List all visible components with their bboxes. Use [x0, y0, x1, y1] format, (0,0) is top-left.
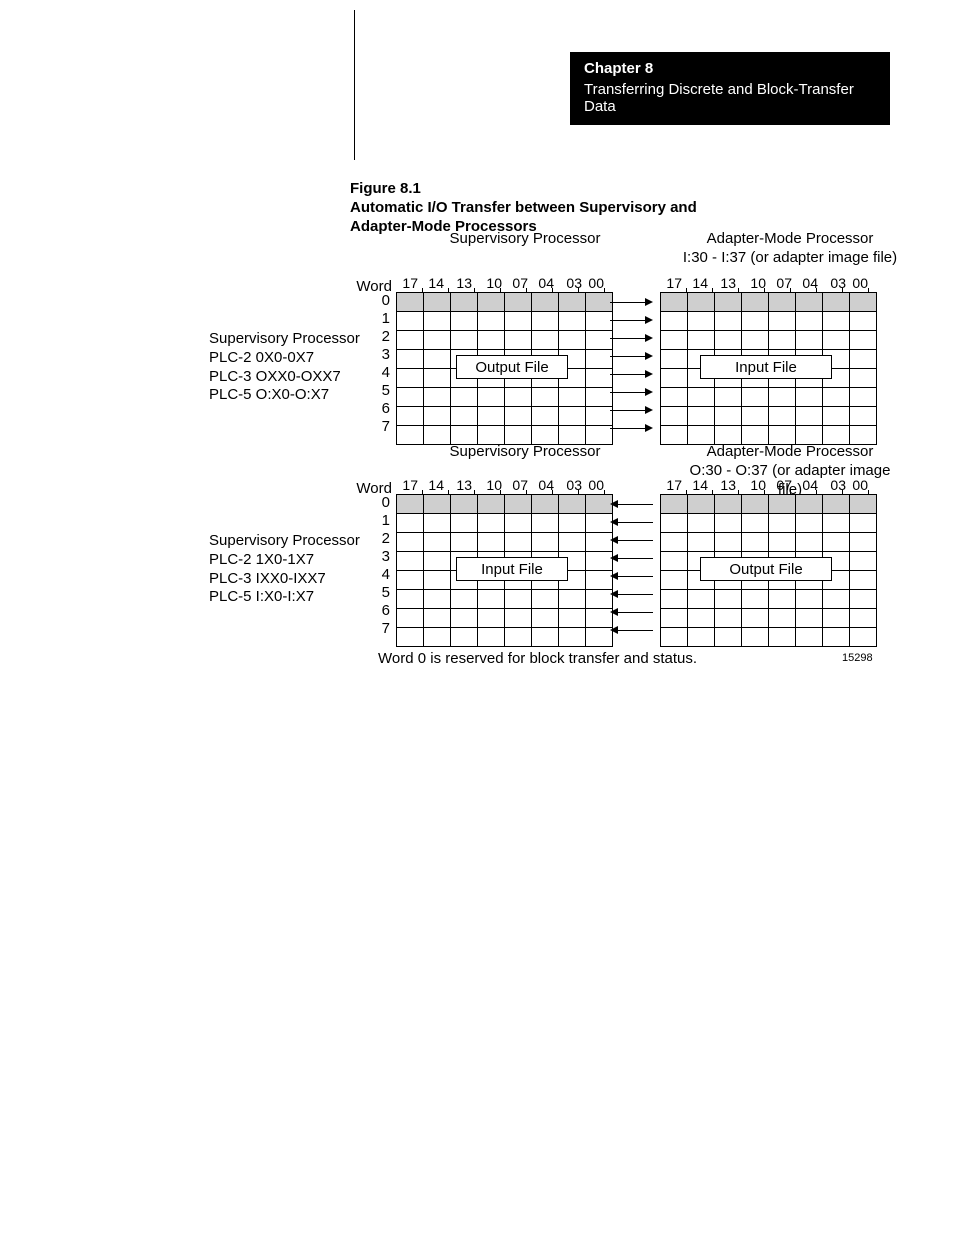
tick-label: 17: [396, 477, 418, 493]
tick-label: 00: [582, 275, 604, 291]
overlay-right: Output File: [700, 557, 832, 581]
adapter-title: Adapter-Mode ProcessorI:30 - I:37 (or ad…: [680, 230, 900, 268]
tick-label: 07: [770, 477, 792, 493]
left-config-line: PLC-3 IXX0-IXX7: [209, 570, 379, 589]
arrow-line-left: [618, 522, 653, 523]
arrow-line-left: [618, 612, 653, 613]
left-config-line: PLC-5 I:X0-I:X7: [209, 588, 379, 607]
overlay-left: Input File: [456, 557, 568, 581]
arrow-line-right: [610, 392, 645, 393]
tick-label: 10: [744, 275, 766, 291]
tick-label: 07: [506, 275, 528, 291]
arrow-head-right: [645, 316, 653, 324]
adapter-title-l2: I:30 - I:37 (or adapter image file): [680, 249, 900, 268]
adapter-title-l1: Adapter-Mode Processor: [680, 443, 900, 462]
left-config-line: PLC-5 O:X0-O:X7: [209, 386, 379, 405]
tick-label: 04: [796, 477, 818, 493]
left-config-block: Supervisory ProcessorPLC-2 0X0-0X7PLC-3 …: [209, 330, 379, 405]
arrow-line-right: [610, 356, 645, 357]
figure-title-block: Figure 8.1Automatic I/O Transfer between…: [350, 180, 770, 236]
ticks-left: 1714131007040300: [396, 477, 604, 493]
tick-label: 10: [480, 477, 502, 493]
figure-title-l1: Automatic I/O Transfer between Superviso…: [350, 199, 770, 218]
tick-label: 17: [396, 275, 418, 291]
tick-label: 13: [450, 477, 472, 493]
tick-label: 17: [660, 477, 682, 493]
left-config-line: PLC-3 OXX0-OXX7: [209, 368, 379, 387]
tick-label: 10: [744, 477, 766, 493]
arrow-line-right: [610, 338, 645, 339]
tick-label: 04: [532, 275, 554, 291]
tick-label: 13: [714, 275, 736, 291]
left-config-line: PLC-2 0X0-0X7: [209, 349, 379, 368]
footnote: Word 0 is reserved for block transfer an…: [378, 650, 778, 669]
word-number: 0: [376, 494, 390, 512]
word-number: 1: [376, 310, 390, 328]
arrow-line-right: [610, 374, 645, 375]
arrow-head-right: [645, 424, 653, 432]
arrow-head-left: [610, 608, 618, 616]
tick-label: 04: [796, 275, 818, 291]
arrow-head-left: [610, 518, 618, 526]
adapter-title-l1: Adapter-Mode Processor: [680, 230, 900, 249]
arrow-head-left: [610, 590, 618, 598]
tick-label: 13: [714, 477, 736, 493]
word-number: 7: [376, 620, 390, 638]
margin-vline: [354, 10, 355, 160]
word-number: 1: [376, 512, 390, 530]
chapter-number: Chapter 8: [584, 60, 876, 77]
overlay-left: Output File: [456, 355, 568, 379]
arrow-head-right: [645, 298, 653, 306]
arrow-line-left: [618, 630, 653, 631]
word-number: 7: [376, 418, 390, 436]
tick-label: 14: [686, 275, 708, 291]
ticks-right: 1714131007040300: [660, 275, 868, 291]
ticks-right: 1714131007040300: [660, 477, 868, 493]
tick-label: 07: [506, 477, 528, 493]
tick-label: 13: [450, 275, 472, 291]
arrow-head-right: [645, 388, 653, 396]
arrow-head-left: [610, 572, 618, 580]
arrow-line-left: [618, 540, 653, 541]
left-config-line: Supervisory Processor: [209, 330, 379, 349]
tick-label: 04: [532, 477, 554, 493]
tick-label: 10: [480, 275, 502, 291]
word-number: 0: [376, 292, 390, 310]
tick-label: 14: [422, 477, 444, 493]
chapter-header: Chapter 8 Transferring Discrete and Block…: [570, 52, 890, 125]
tick-label: 00: [846, 275, 868, 291]
arrow-line-right: [610, 428, 645, 429]
arrow-line-left: [618, 594, 653, 595]
arrow-line-left: [618, 558, 653, 559]
tick-label: 14: [422, 275, 444, 291]
overlay-right: Input File: [700, 355, 832, 379]
arrow-line-right: [610, 320, 645, 321]
chapter-title: Transferring Discrete and Block-Transfer…: [584, 81, 876, 115]
left-config-block: Supervisory ProcessorPLC-2 1X0-1X7PLC-3 …: [209, 532, 379, 607]
supervisory-title: Supervisory Processor: [440, 443, 610, 462]
arrow-line-right: [610, 302, 645, 303]
tick-label: 07: [770, 275, 792, 291]
tick-label: 00: [582, 477, 604, 493]
figure-number: Figure 8.1: [350, 180, 770, 199]
arrow-head-right: [645, 370, 653, 378]
arrow-head-right: [645, 352, 653, 360]
tick-label: 17: [660, 275, 682, 291]
tick-label: 00: [846, 477, 868, 493]
arrow-head-left: [610, 554, 618, 562]
tick-label: 14: [686, 477, 708, 493]
figure-id: 15298: [842, 652, 892, 666]
arrow-head-left: [610, 500, 618, 508]
ticks-left: 1714131007040300: [396, 275, 604, 291]
arrow-head-left: [610, 536, 618, 544]
left-config-line: Supervisory Processor: [209, 532, 379, 551]
left-config-line: PLC-2 1X0-1X7: [209, 551, 379, 570]
arrow-line-left: [618, 504, 653, 505]
arrow-head-right: [645, 334, 653, 342]
arrow-line-right: [610, 410, 645, 411]
arrow-head-left: [610, 626, 618, 634]
supervisory-title: Supervisory Processor: [440, 230, 610, 249]
arrow-head-right: [645, 406, 653, 414]
arrow-line-left: [618, 576, 653, 577]
